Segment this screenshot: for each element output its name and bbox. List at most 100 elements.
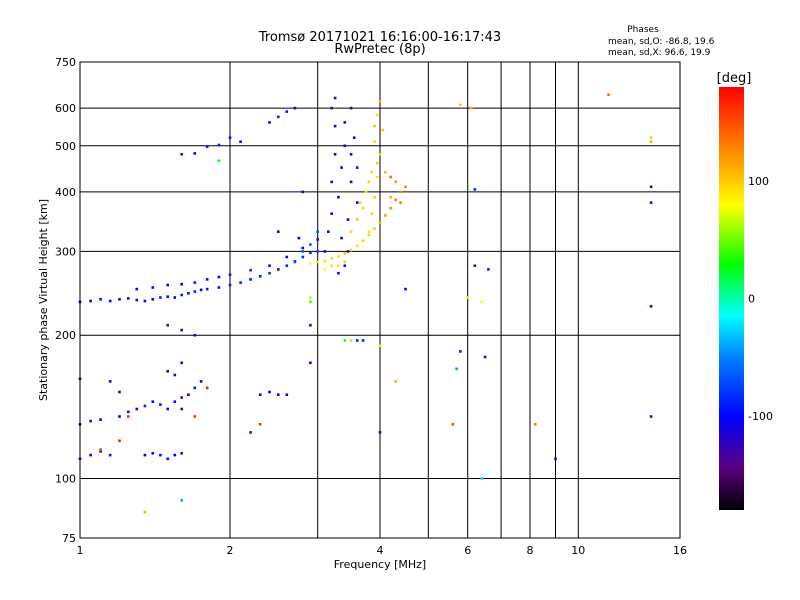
x-tick-label: 6 (464, 544, 471, 557)
y-tick-label: 750 (55, 56, 76, 69)
data-point-X (381, 128, 384, 132)
data-point-O (173, 373, 177, 377)
colorbar-ticks: 100 0 -100 (748, 175, 773, 423)
data-point-X (378, 153, 382, 156)
data-point-O (649, 415, 653, 418)
data-point-O (151, 400, 155, 403)
data-point-O (285, 255, 289, 259)
data-point-O (118, 390, 121, 394)
data-point-X (607, 93, 610, 97)
data-point-X (459, 103, 462, 106)
x-tick-label: 4 (377, 544, 384, 557)
y-tick-label: 300 (55, 245, 76, 258)
data-point-other (118, 439, 121, 443)
data-points (78, 93, 653, 514)
data-point-O (151, 286, 155, 289)
data-point-X (370, 212, 373, 215)
data-point-O (228, 136, 232, 139)
y-axis-ticks: 75 100 200 300 400 500 600 750 (55, 56, 76, 545)
data-point-O (268, 121, 271, 124)
data-point-O (99, 418, 102, 421)
data-point-O (343, 144, 347, 148)
data-point-O (173, 453, 177, 457)
data-point-O (193, 152, 197, 155)
data-point-X (358, 201, 362, 204)
data-point-O (349, 106, 353, 110)
data-point-other (127, 415, 130, 418)
data-point-O (187, 393, 190, 396)
data-point-other (99, 448, 102, 451)
data-point-O (309, 361, 312, 365)
data-point-X (343, 252, 347, 255)
data-point-O (135, 287, 139, 291)
data-point-O (159, 453, 162, 457)
data-point-X (389, 175, 392, 179)
data-point-O (180, 452, 183, 455)
data-point-X (394, 380, 397, 383)
data-point-X (399, 201, 402, 204)
data-point-O (268, 271, 271, 275)
data-point-O (473, 264, 477, 267)
y-tick-label: 400 (55, 186, 76, 199)
legend-line-x: mean, sd,X: 96.6, 19.9 (608, 48, 711, 58)
data-point-O (143, 404, 147, 408)
data-point-X (373, 124, 376, 128)
data-point-O (135, 298, 139, 302)
data-point-X (376, 113, 379, 117)
data-point-O (333, 153, 337, 156)
data-point-O (127, 410, 130, 414)
data-point-O (301, 255, 305, 259)
data-point-X (376, 161, 379, 165)
data-point-O (330, 212, 333, 215)
y-tick-label: 200 (55, 329, 76, 342)
data-point-X (309, 296, 312, 299)
data-point-O (166, 370, 169, 373)
data-point-O (193, 290, 197, 293)
data-point-X (367, 230, 371, 233)
data-point-O (378, 431, 382, 434)
data-point-X (649, 136, 653, 139)
data-point-X (367, 180, 371, 184)
data-point-X (373, 140, 376, 143)
data-point-X (370, 170, 373, 174)
data-point-O (199, 380, 203, 383)
data-point-X (143, 510, 147, 514)
data-point-X (364, 190, 368, 194)
phases-legend: Phases mean, sd,O: -86.8, 19.6 mean, sd,… (608, 25, 715, 58)
data-point-O (327, 230, 330, 233)
data-point-X (399, 190, 402, 194)
legend-line-o: mean, sd,O: -86.8, 19.6 (608, 37, 715, 47)
data-point-O (217, 275, 221, 279)
data-point-X (480, 300, 483, 304)
data-point-O (277, 393, 280, 396)
data-point-X (389, 195, 392, 199)
data-point-O (118, 298, 121, 301)
data-point-O (355, 339, 359, 342)
data-point-O (180, 361, 183, 365)
data-point-O (301, 250, 305, 253)
colorbar-tick-label: 0 (748, 293, 755, 306)
data-point-X (316, 260, 319, 264)
data-point-X (376, 175, 379, 179)
data-point-O (173, 296, 177, 299)
data-point-O (89, 453, 92, 457)
x-tick-label: 1 (77, 544, 84, 557)
colorbar-gradient (719, 87, 744, 510)
data-point-O (355, 201, 359, 204)
data-point-X (384, 214, 387, 217)
data-point-O (180, 153, 183, 156)
data-point-O (249, 278, 252, 281)
data-point-O (323, 250, 327, 253)
data-point-O (228, 283, 232, 287)
data-point-O (346, 250, 350, 253)
chart-subtitle: RwPretec (8p) (334, 42, 425, 57)
data-point-O (316, 238, 319, 241)
data-point-X (337, 264, 340, 267)
data-point-O (340, 236, 343, 240)
data-point-O (108, 453, 112, 457)
data-point-O (649, 201, 653, 204)
data-point-O (159, 403, 162, 406)
x-tick-label: 16 (673, 544, 687, 557)
data-point-O (249, 268, 252, 272)
data-point-O (297, 236, 301, 240)
